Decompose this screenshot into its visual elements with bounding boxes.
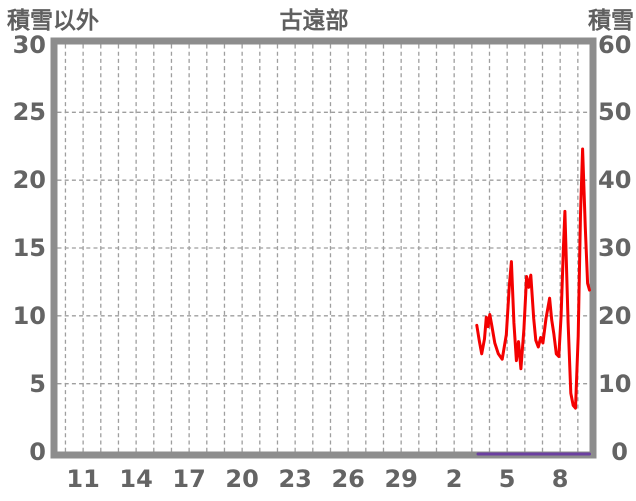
x-axis-tick-label: 11 [66, 465, 100, 493]
series-line-non-snow [475, 147, 591, 410]
right-axis-tick-label: 60 [598, 30, 632, 59]
x-axis-tick-label: 5 [498, 465, 516, 493]
left-axis-tick-label: 10 [12, 301, 46, 330]
right-axis-tick-label: 20 [598, 301, 632, 330]
right-axis-tick-label: 0 [611, 437, 628, 466]
x-axis-tick-label: 14 [119, 465, 153, 493]
right-axis-title: 積雪 [588, 8, 634, 34]
left-axis-tick-label: 5 [29, 369, 46, 398]
x-axis-tick-label: 8 [551, 465, 569, 493]
x-axis-tick-label: 26 [331, 465, 365, 493]
left-axis-tick-label: 25 [12, 98, 46, 127]
x-axis-tick-label: 2 [445, 465, 463, 493]
left-axis-tick-label: 20 [12, 166, 46, 195]
plot-frame [50, 37, 597, 459]
x-axis-tick-label: 29 [384, 465, 418, 493]
left-axis-title: 積雪以外 [7, 8, 99, 34]
x-axis-tick-label: 17 [172, 465, 206, 493]
left-axis-tick-label: 30 [12, 30, 46, 59]
right-axis-tick-label: 50 [598, 98, 632, 127]
right-axis-tick-label: 40 [598, 166, 632, 195]
left-axis-tick-label: 0 [29, 437, 46, 466]
chart-title: 古遠部 [279, 8, 349, 34]
x-axis-tick-label: 20 [225, 465, 259, 493]
left-axis-tick-label: 15 [12, 234, 46, 262]
right-axis-tick-label: 10 [598, 369, 632, 398]
x-axis-tick-label: 23 [278, 465, 312, 493]
right-axis-tick-label: 30 [598, 234, 632, 262]
